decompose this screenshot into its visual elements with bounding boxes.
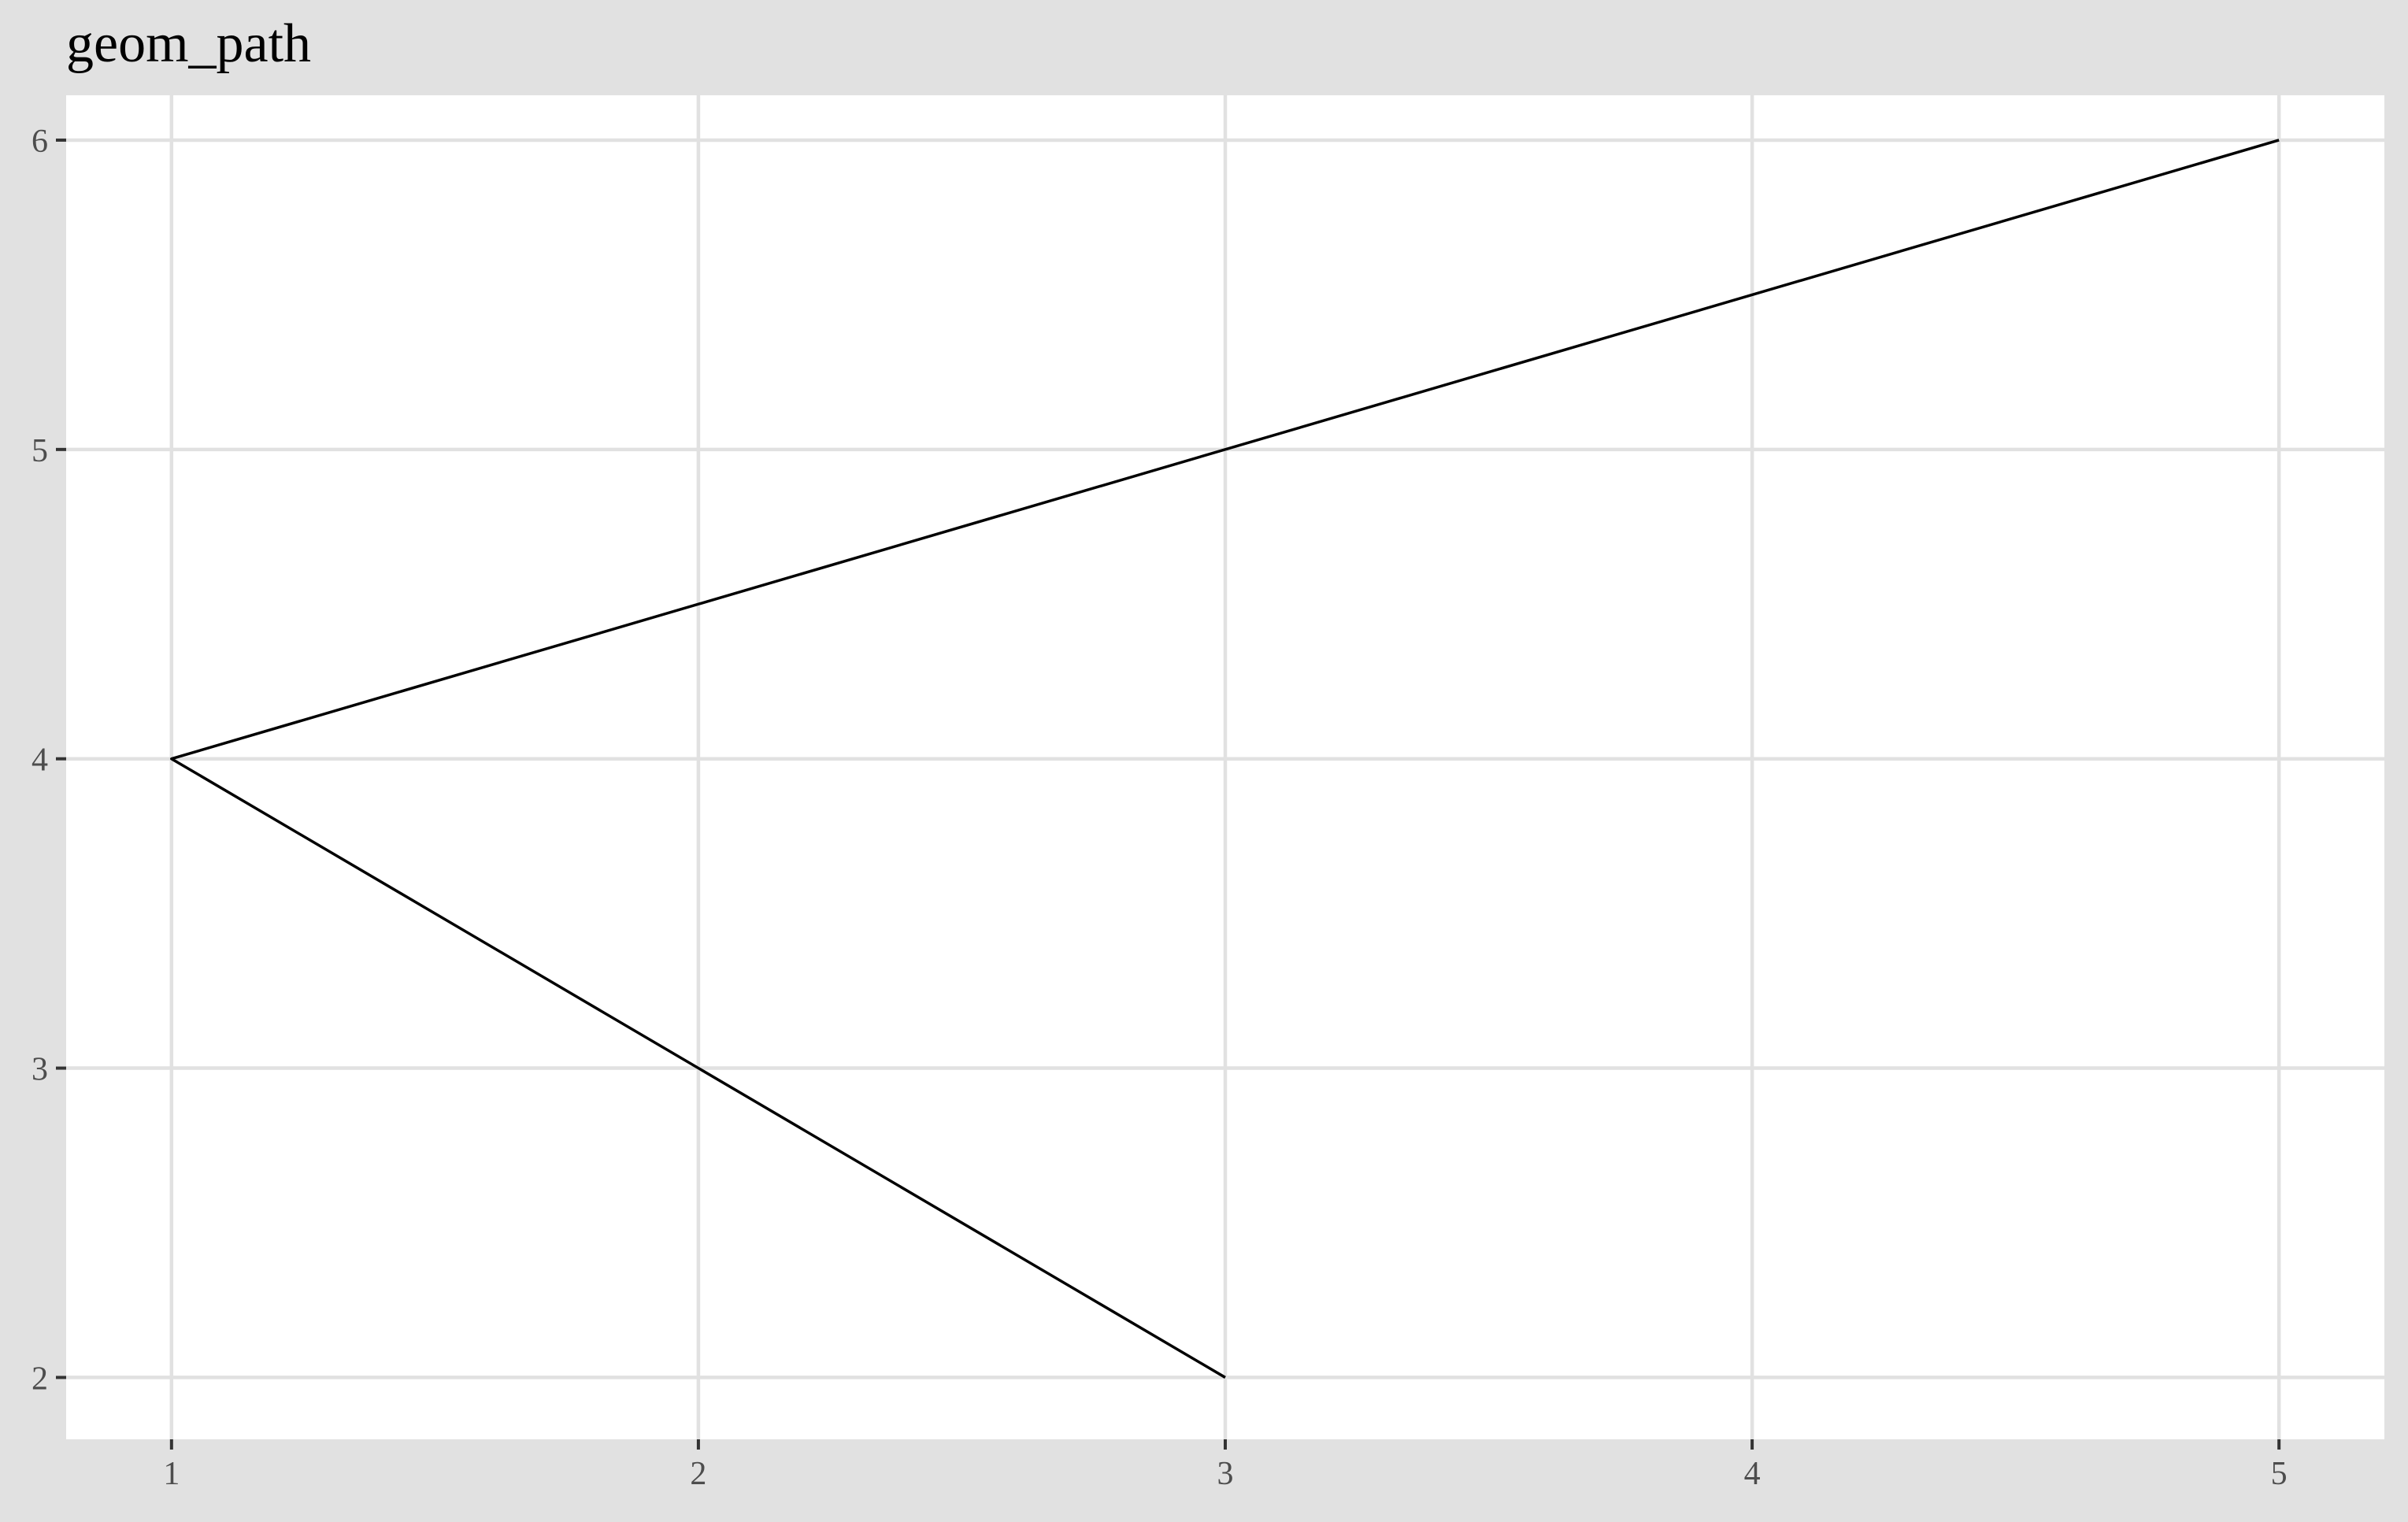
data-series: [170, 139, 2280, 1379]
y-tick-label-2: 4: [31, 742, 48, 779]
x-tick-label-4: 5: [2271, 1456, 2288, 1492]
chart-title: geom_path: [66, 13, 311, 74]
axes: 1 2 3 4 5 2 3 4 5 6: [31, 124, 2288, 1492]
y-tick-label-0: 2: [31, 1361, 48, 1397]
y-tick-label-1: 3: [31, 1052, 48, 1088]
y-tick-label-3: 5: [31, 433, 48, 469]
series-path-0: [170, 139, 2280, 1379]
x-tick-label-1: 2: [690, 1456, 706, 1492]
y-tick-label-4: 6: [31, 124, 48, 160]
x-tick-label-3: 4: [1744, 1456, 1761, 1492]
grid-lines: [66, 95, 2384, 1439]
x-tick-label-0: 1: [163, 1456, 180, 1492]
x-tick-label-2: 3: [1217, 1456, 1234, 1492]
